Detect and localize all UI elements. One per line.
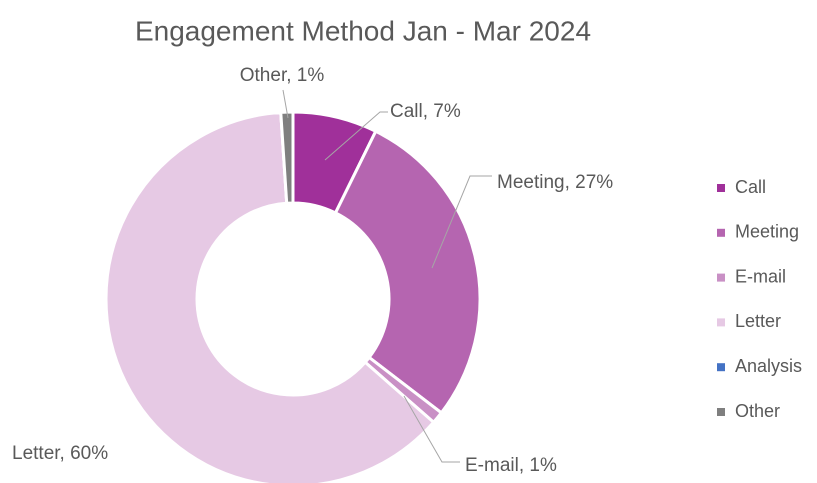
legend-swatch — [717, 228, 725, 237]
leader-line — [403, 395, 460, 463]
legend-swatch — [717, 408, 725, 416]
legend-label: Meeting — [735, 222, 799, 242]
legend-label: Other — [735, 401, 780, 421]
data-label: Other, 1% — [240, 65, 325, 86]
legend-swatch — [717, 363, 725, 372]
donut-segment — [104, 110, 436, 483]
legend-label: Letter — [735, 311, 781, 331]
chart-title: Engagement Method Jan - Mar 2024 — [135, 15, 591, 46]
legend-swatch — [717, 184, 725, 192]
legend-swatch — [717, 318, 725, 327]
legend-label: Analysis — [735, 356, 802, 376]
legend-swatch — [717, 273, 725, 282]
donut-segment — [333, 129, 482, 415]
donut-segment — [279, 110, 295, 205]
leader-line — [431, 175, 492, 269]
leader-line — [324, 111, 388, 161]
data-label: Letter, 60% — [12, 443, 108, 464]
legend-label: Call — [735, 177, 766, 197]
leader-line — [282, 89, 289, 119]
data-label: Call, 7% — [390, 101, 461, 122]
data-label: E-mail, 1% — [465, 455, 557, 476]
data-label: Meeting, 27% — [497, 172, 613, 193]
legend-label: E-mail — [735, 266, 786, 286]
